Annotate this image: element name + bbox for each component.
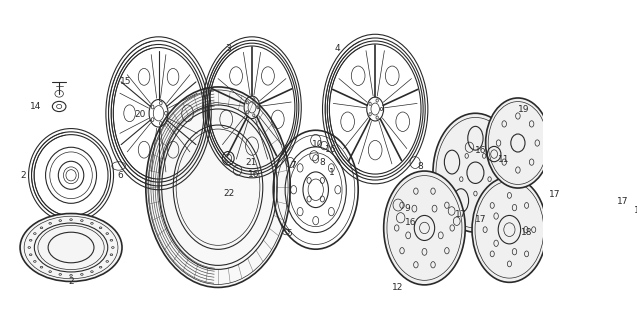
Text: 6: 6	[117, 171, 123, 180]
Text: 3: 3	[225, 44, 231, 53]
Text: 2: 2	[20, 171, 26, 180]
Ellipse shape	[20, 213, 122, 282]
Text: 7: 7	[290, 161, 296, 170]
Text: 21: 21	[245, 158, 257, 167]
Text: 17: 17	[475, 215, 487, 224]
Text: 16: 16	[405, 218, 417, 227]
Ellipse shape	[485, 98, 550, 188]
Text: 1: 1	[329, 168, 334, 177]
Text: 8: 8	[418, 162, 424, 171]
Text: 16: 16	[325, 145, 336, 154]
Text: 16: 16	[475, 146, 486, 155]
Text: 10: 10	[311, 140, 323, 149]
Text: 17: 17	[549, 190, 561, 199]
Text: 5: 5	[287, 229, 292, 238]
Text: 17: 17	[617, 197, 629, 206]
Text: 19: 19	[518, 105, 529, 114]
Ellipse shape	[433, 113, 518, 232]
Text: 22: 22	[224, 189, 235, 198]
Text: 14: 14	[30, 102, 41, 111]
Ellipse shape	[383, 171, 465, 285]
Text: 15: 15	[120, 77, 132, 86]
Ellipse shape	[472, 177, 547, 282]
Text: 11: 11	[497, 155, 509, 164]
Ellipse shape	[146, 87, 290, 287]
Text: 16: 16	[248, 170, 259, 179]
Text: 9: 9	[404, 204, 410, 213]
Text: 4: 4	[334, 44, 340, 53]
Text: 17: 17	[455, 210, 466, 219]
Text: 12: 12	[392, 283, 403, 292]
Text: 13: 13	[634, 206, 637, 215]
Text: 18: 18	[521, 228, 533, 237]
Text: 8: 8	[319, 158, 325, 167]
Text: 20: 20	[134, 110, 146, 119]
Text: 2: 2	[68, 277, 74, 286]
